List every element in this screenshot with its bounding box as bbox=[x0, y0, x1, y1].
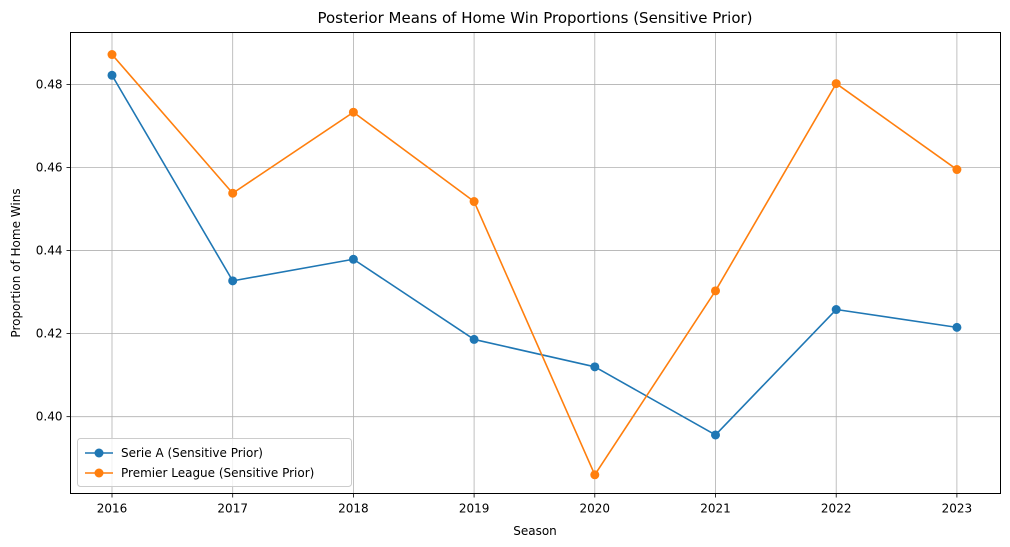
series-0-point-2019 bbox=[469, 334, 479, 344]
series-0-point-2023 bbox=[952, 322, 962, 332]
x-tick-label-2023: 2023 bbox=[942, 502, 973, 516]
x-tick-label-2016: 2016 bbox=[97, 502, 128, 516]
x-tick-label-2018: 2018 bbox=[338, 502, 369, 516]
series-1-line bbox=[111, 53, 958, 476]
series-1-point-2019 bbox=[469, 197, 479, 207]
y-tick-label-0.44: 0.44 bbox=[36, 244, 63, 258]
series-1-point-2020 bbox=[590, 470, 600, 480]
series-0-line bbox=[111, 74, 958, 436]
y-tick-label-0.48: 0.48 bbox=[36, 77, 63, 91]
legend-box bbox=[77, 438, 352, 487]
series-0-point-2021 bbox=[711, 430, 720, 440]
series-0-point-2018 bbox=[348, 254, 358, 264]
series-1-point-2022 bbox=[831, 79, 841, 89]
x-axis-label: Season bbox=[513, 524, 557, 538]
series-1-point-2018 bbox=[348, 107, 358, 117]
x-tick-label-2022: 2022 bbox=[821, 502, 852, 516]
series-1-point-2021 bbox=[711, 286, 720, 296]
y-tick-label-0.46: 0.46 bbox=[36, 160, 63, 174]
y-axis-label: Proportion of Home Wins bbox=[9, 188, 23, 337]
y-tick-label-0.40: 0.40 bbox=[36, 410, 63, 424]
series-1-point-2016 bbox=[107, 50, 117, 60]
plot-frame bbox=[70, 32, 1001, 494]
legend: Serie A (Sensitive Prior) Premier League… bbox=[77, 438, 352, 487]
series-1-point-2023 bbox=[952, 165, 962, 175]
chart-title: Posterior Means of Home Win Proportions … bbox=[317, 9, 752, 27]
series-0-point-2016 bbox=[107, 70, 117, 80]
legend-marker-premier-league bbox=[94, 468, 104, 478]
x-tick-label-2019: 2019 bbox=[459, 502, 490, 516]
series-0-point-2022 bbox=[831, 305, 841, 315]
axis-ticks: 2016 2017 2018 2019 2020 2021 2022 2023 0.40 0.42… bbox=[36, 77, 972, 515]
series-0-point-2020 bbox=[590, 362, 600, 372]
legend-label-premier-league: Premier League (Sensitive Prior) bbox=[121, 466, 314, 480]
series-0-point-2017 bbox=[228, 276, 238, 286]
legend-label-serie-a: Serie A (Sensitive Prior) bbox=[121, 446, 263, 460]
legend-marker-serie-a bbox=[94, 448, 104, 458]
x-tick-label-2017: 2017 bbox=[217, 502, 248, 516]
x-tick-label-2020: 2020 bbox=[580, 502, 611, 516]
series-layer bbox=[107, 50, 962, 480]
y-tick-label-0.42: 0.42 bbox=[36, 327, 63, 341]
x-tick-label-2021: 2021 bbox=[700, 502, 731, 516]
series-1-point-2017 bbox=[228, 188, 238, 198]
